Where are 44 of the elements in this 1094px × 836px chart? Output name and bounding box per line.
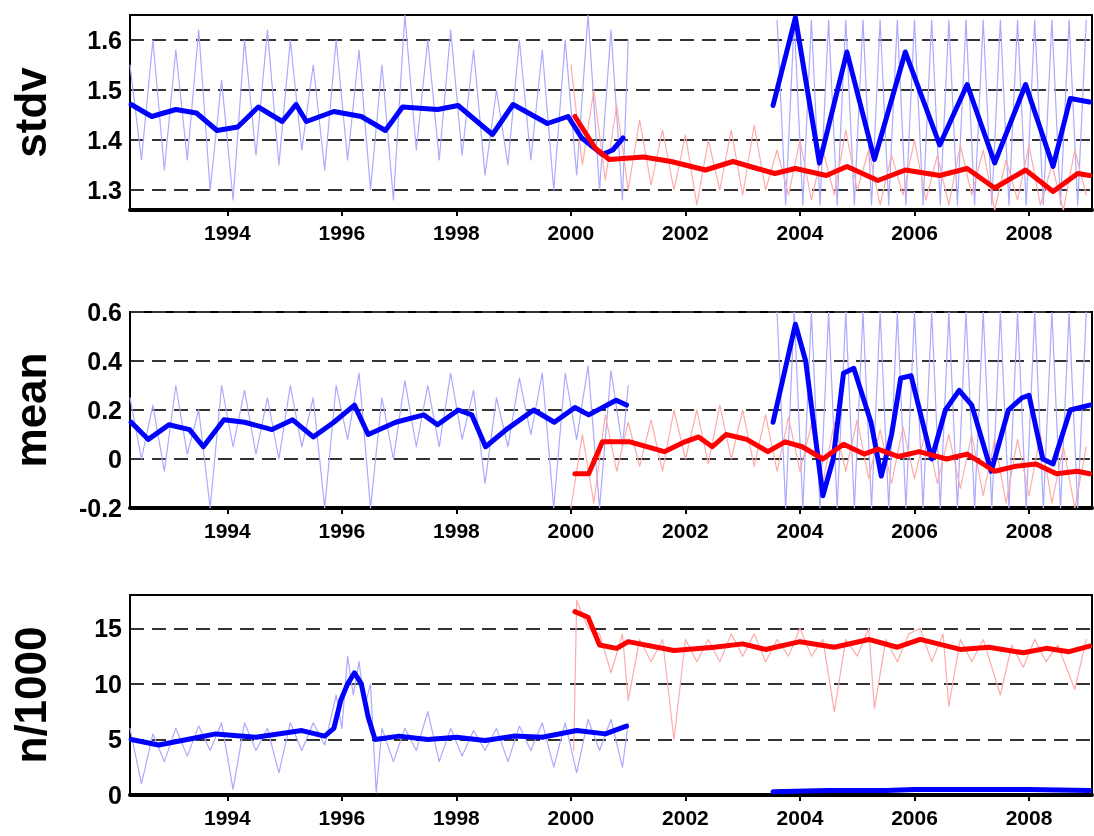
y-axis-title: stdv: [5, 66, 55, 158]
y-tick-label: 0.6: [87, 298, 122, 326]
x-tick-label: 1998: [433, 806, 481, 829]
y-tick-label: -0.2: [78, 494, 122, 522]
x-tick-label: 2008: [1005, 806, 1053, 829]
y-tick-label: 0: [108, 781, 122, 809]
line-series: [573, 599, 1087, 752]
y-tick-label: 1.4: [87, 126, 123, 154]
x-tick-label: 1996: [318, 806, 366, 829]
x-tick-label: 2004: [776, 221, 824, 244]
y-tick-label: 1.3: [87, 176, 122, 204]
y-tick-label: 5: [108, 725, 123, 754]
x-tick-label: 2002: [662, 519, 709, 542]
line-series: [570, 64, 1087, 211]
line-series: [129, 655, 629, 794]
y-tick-label: 0: [108, 445, 122, 473]
y-tick-label: 0.2: [87, 396, 122, 424]
x-tick-label: 1994: [203, 519, 252, 542]
y-axis-title: mean: [5, 352, 55, 468]
x-tick-label: 1998: [433, 221, 481, 244]
x-tick-label: 2004: [776, 806, 824, 829]
x-tick-label: 2006: [891, 221, 938, 244]
x-tick-label: 2008: [1005, 519, 1053, 542]
x-tick-label: 2000: [547, 221, 595, 244]
y-axis-title: n/1000: [5, 626, 55, 764]
x-tick-label: 2004: [776, 519, 824, 542]
x-tick-label: 2002: [662, 221, 709, 244]
x-tick-label: 1994: [203, 806, 252, 829]
x-tick-label: 1996: [318, 519, 366, 542]
x-tick-label: 1998: [433, 519, 481, 542]
x-tick-label: 1996: [318, 221, 366, 244]
x-tick-label: 2000: [547, 806, 595, 829]
x-tick-label: 2002: [662, 806, 709, 829]
y-tick-label: 15: [94, 614, 123, 643]
x-tick-label: 2006: [891, 806, 938, 829]
y-tick-label: 1.5: [87, 76, 123, 104]
x-tick-label: 2008: [1005, 221, 1053, 244]
y-tick-label: 0.4: [87, 347, 123, 375]
line-series: [570, 404, 1087, 509]
y-tick-label: 1.6: [87, 26, 122, 54]
x-tick-label: 1994: [203, 221, 252, 244]
y-tick-label: 10: [94, 669, 122, 698]
x-tick-label: 2000: [547, 519, 595, 542]
x-tick-label: 2006: [891, 519, 938, 542]
